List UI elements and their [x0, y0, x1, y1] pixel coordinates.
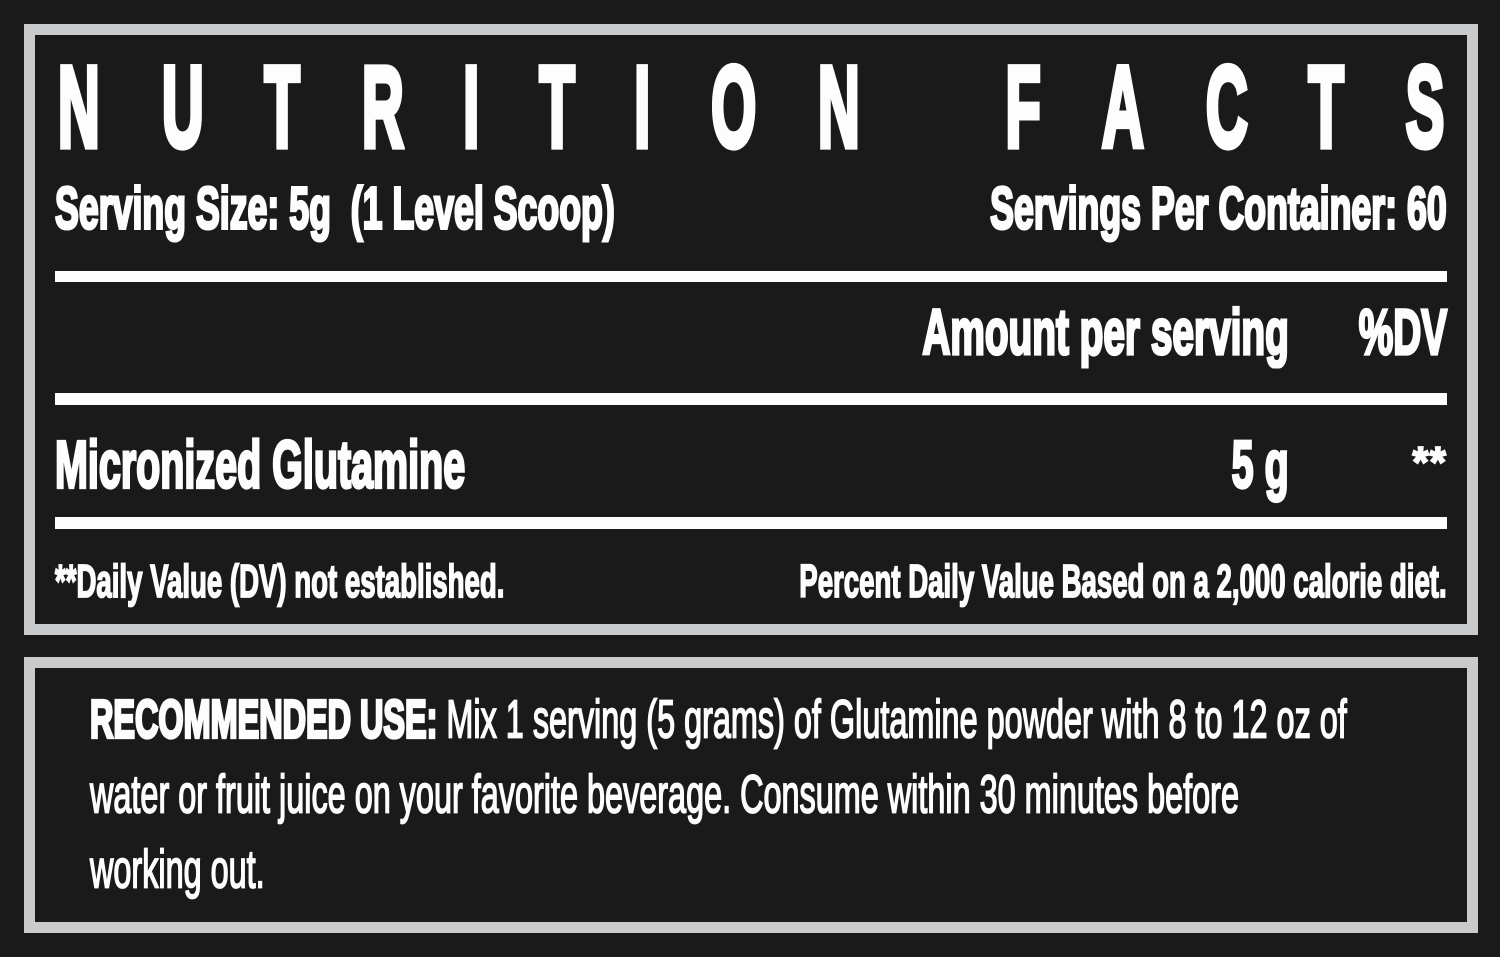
nutrient-dv-column: **	[1289, 435, 1447, 495]
title-letter: S	[1404, 41, 1446, 171]
recommended-use-line-1: RECOMMENDED USE: Mix 1 serving (5 grams)…	[89, 662, 1347, 775]
serving-info-row: Serving Size: 5g (1 Level Scoop) Serving…	[54, 177, 1448, 243]
recommended-use-line-1-text: Mix 1 serving (5 grams) of Glutamine pow…	[437, 687, 1347, 750]
amount-header-row: Amount per serving %DV	[55, 297, 1448, 369]
nutrient-dv-asterisks: **	[1412, 437, 1447, 487]
recommended-use-line-2: water or fruit juice on your favorite be…	[89, 762, 1239, 825]
recommended-use-panel: RECOMMENDED USE: Mix 1 serving (5 grams)…	[24, 657, 1478, 933]
divider-rule-middle	[55, 393, 1447, 405]
divider-rule-bottom	[55, 517, 1447, 529]
title-letter: A	[1100, 41, 1145, 171]
title-letter: C	[1204, 41, 1249, 171]
title-letter: T	[1307, 41, 1346, 171]
footnote-dv-not-established: **Daily Value (DV) not established.	[54, 556, 505, 608]
title-letter: T	[263, 41, 302, 171]
title-letter: O	[709, 41, 757, 171]
recommended-use-label: RECOMMENDED USE:	[89, 686, 438, 751]
amount-per-serving-label: Amount per serving	[922, 297, 1290, 369]
footnote-row: **Daily Value (DV) not established. Perc…	[54, 553, 1447, 613]
title-letter: U	[160, 41, 205, 171]
title-letter: I	[633, 41, 652, 171]
nutrient-row: Micronized Glutamine 5 g **	[54, 429, 1447, 499]
title-letter: N	[816, 41, 861, 171]
title-letter: T	[538, 41, 577, 171]
recommended-use-line-3: working out.	[89, 837, 265, 900]
dv-header-label: %DV	[1358, 297, 1448, 369]
servings-per-container-text: Servings Per Container: 60	[989, 177, 1447, 243]
dv-header-column: %DV	[1289, 297, 1448, 369]
divider-rule-top	[55, 271, 1447, 282]
nutrient-name: Micronized Glutamine	[54, 426, 466, 502]
recommended-use-text: RECOMMENDED USE: Mix 1 serving (5 grams)…	[35, 668, 1467, 922]
nutrient-amount: 5 g	[1231, 426, 1290, 502]
serving-size-text: Serving Size: 5g (1 Level Scoop)	[54, 177, 616, 243]
title-letter: R	[360, 41, 405, 171]
footnote-percent-daily-value: Percent Daily Value Based on a 2,000 cal…	[799, 556, 1447, 608]
title-letter: F	[1004, 41, 1043, 171]
title-letter: N	[56, 41, 101, 171]
title-letter: I	[462, 41, 481, 171]
